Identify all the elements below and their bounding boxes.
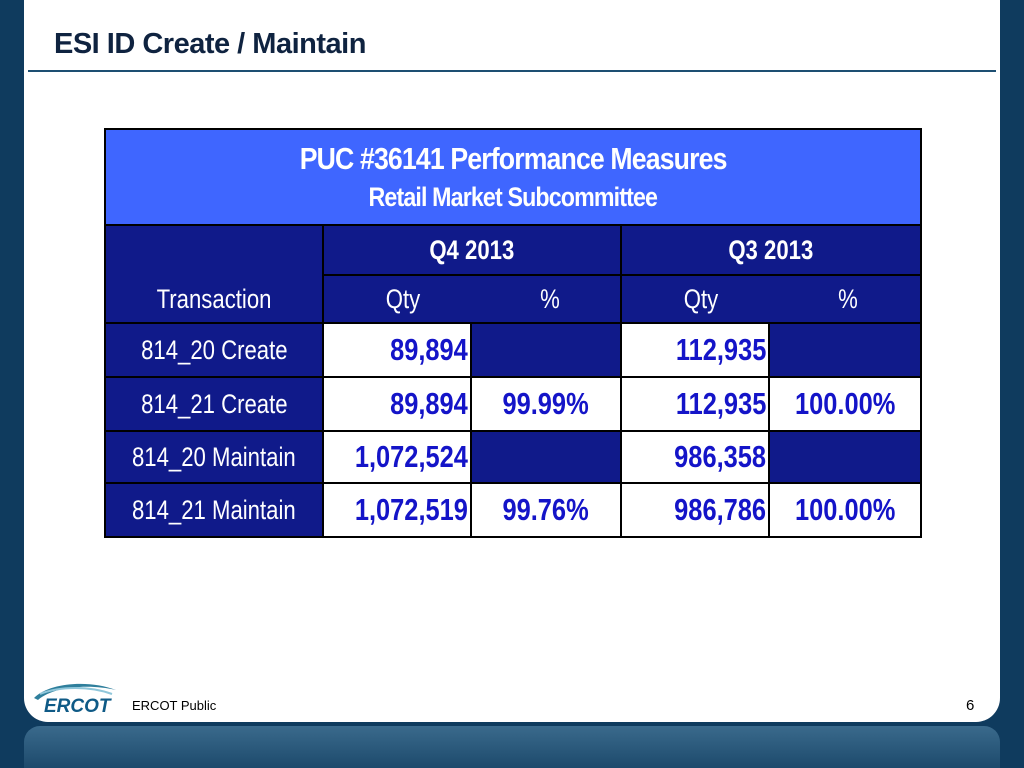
table-row-label: 814_20 Maintain	[106, 432, 322, 482]
bottom-bar	[24, 726, 1000, 768]
q3-qty-cell: 112,935	[622, 324, 768, 376]
table-header: PUC #36141 Performance Measures Retail M…	[106, 130, 920, 224]
period-header-q4: Q4 2013	[324, 226, 620, 274]
table-subtitle: Retail Market Subcommittee	[368, 182, 658, 212]
column-header-q3: Qty %	[622, 276, 920, 322]
q4-qty-cell: 1,072,519	[324, 484, 470, 536]
footer-label: ERCOT Public	[132, 698, 217, 713]
q3-qty-cell: 986,786	[622, 484, 768, 536]
column-header-q4: Qty %	[324, 276, 620, 322]
ercot-logo: ERCOT	[34, 683, 116, 717]
logo-text: ERCOT	[44, 696, 112, 717]
q4-pct-cell: 99.99%	[472, 378, 620, 430]
period-header-q3: Q3 2013	[622, 226, 920, 274]
q4-qty-cell: 89,894	[324, 324, 470, 376]
row-header-cell	[106, 226, 322, 322]
q3-pct-cell: 100.00%	[770, 484, 920, 536]
q3-qty-cell: 986,358	[622, 432, 768, 482]
title-divider	[28, 70, 996, 72]
q4-qty-cell: 89,894	[324, 378, 470, 430]
table-title: PUC #36141 Performance Measures	[299, 141, 728, 176]
row-header-label: Transaction	[156, 283, 272, 314]
q3-qty-cell: 112,935	[622, 378, 768, 430]
q4-pct-cell	[472, 324, 620, 376]
q4-pct-cell	[472, 432, 620, 482]
table-row-label: 814_21 Maintain	[106, 484, 322, 536]
page-number: 6	[966, 697, 975, 714]
table-row-label: 814_20 Create	[106, 324, 322, 376]
table-row-label: 814_21 Create	[106, 378, 322, 430]
q3-pct-cell	[770, 324, 920, 376]
q4-qty-cell: 1,072,524	[324, 432, 470, 482]
performance-table: PUC #36141 Performance Measures Retail M…	[104, 128, 922, 538]
q3-pct-cell: 100.00%	[770, 378, 920, 430]
q3-pct-cell	[770, 432, 920, 482]
slide-title: ESI ID Create / Maintain	[54, 28, 366, 60]
q4-pct-cell: 99.76%	[472, 484, 620, 536]
